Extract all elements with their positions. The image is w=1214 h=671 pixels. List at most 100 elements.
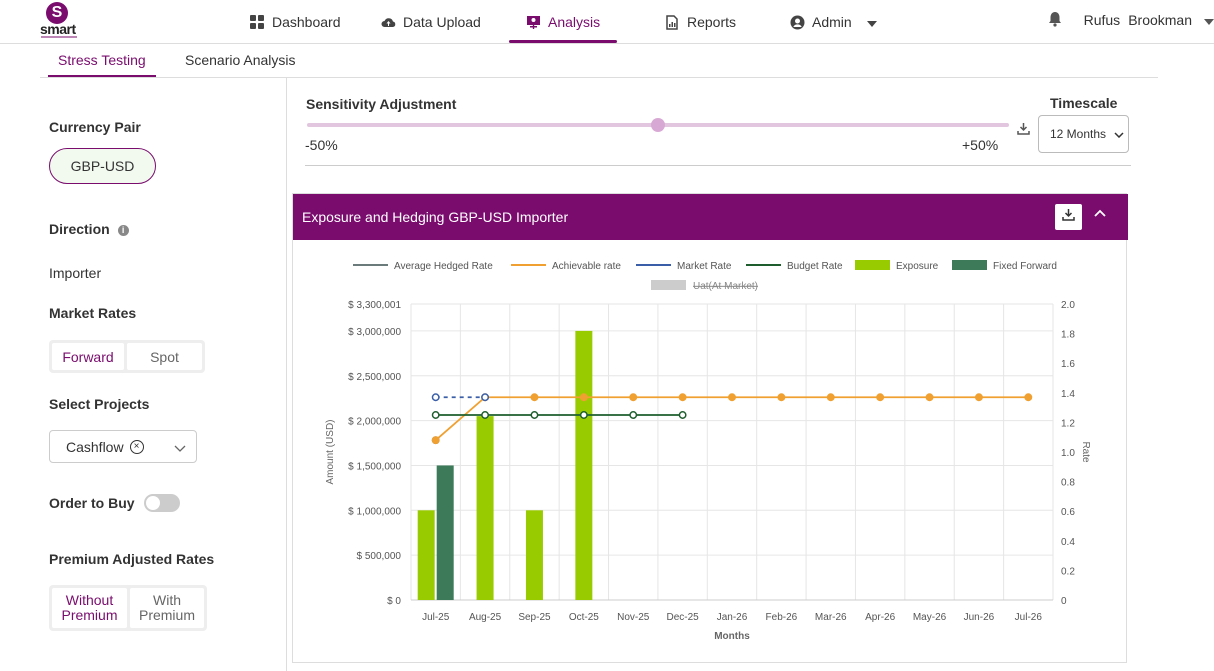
chip-remove-icon[interactable]: × [129,439,144,454]
with-premium-button[interactable]: With Premium [130,588,204,628]
market-rates-toggle: Forward Spot [49,340,205,373]
y2-tick-label: 0.2 [1061,566,1075,577]
sensitivity-title: Sensitivity Adjustment [306,96,457,112]
nav-active-indicator [509,40,617,43]
divider [305,165,1131,166]
legend-label-hidden: Uat(At Market) [693,281,758,292]
y-tick-label: $ 1,000,000 [348,506,401,517]
market-rate-forward-button[interactable]: Forward [52,343,124,370]
switch-knob [146,496,160,510]
x-tick-label: Oct-25 [569,612,599,623]
market-rate-spot-button[interactable]: Spot [127,343,202,370]
legend-label: Exposure [896,261,939,272]
grid-icon [249,14,265,30]
series-point [974,393,983,402]
chevron-down-icon [1114,127,1124,141]
x-tick-label: Apr-26 [865,612,895,623]
nav-dashboard[interactable]: Dashboard [249,0,341,44]
analysis-subtabs: Stress Testing Scenario Analysis [40,44,1158,78]
exposure-bar [525,510,543,600]
premium-adjusted-label: Premium Adjusted Rates [49,551,215,567]
exposure-bar [476,416,494,600]
legend-label: Budget Rate [787,261,843,272]
y2-tick-label: 1.0 [1061,448,1075,459]
user-menu[interactable]: Rufus Brookman [1048,0,1214,40]
y-tick-label: $ 500,000 [357,551,402,562]
exposure-bar [417,510,435,600]
x-tick-label: Jul-26 [1015,612,1043,623]
x-tick-label: Nov-25 [617,612,650,623]
project-multiselect[interactable]: Cashflow × [49,430,197,463]
presentation-icon [525,14,541,30]
series-point [481,393,490,402]
y-axis-title: Amount (USD) [325,419,336,484]
series-point [678,411,687,419]
timescale-select[interactable]: 12 Months [1038,115,1129,153]
chevron-down-icon[interactable] [174,439,186,455]
series-point [431,411,440,419]
series-line [435,396,1029,441]
direction-value: Importer [49,265,102,281]
x-axis-title: Months [714,631,750,642]
series-point [530,393,539,402]
legend-swatch [651,280,686,290]
download-icon[interactable] [1017,122,1031,136]
y-tick-label: $ 2,000,000 [348,417,401,428]
x-tick-label: Dec-25 [666,612,699,623]
legend-label: Average Hedged Rate [394,261,493,272]
currency-pair-chip[interactable]: GBP-USD [49,148,156,184]
user-last-name: Brookman [1128,12,1192,28]
order-to-buy-switch[interactable] [144,494,180,512]
nav-admin[interactable]: Admin [789,0,877,44]
select-projects-label: Select Projects [49,396,150,412]
x-tick-label: Jan-26 [717,612,748,623]
timescale-label: Timescale [1050,95,1118,111]
series-point [678,393,687,402]
chevron-down-icon [1204,12,1214,28]
sensitivity-slider-handle[interactable] [651,118,665,132]
y2-tick-label: 2.0 [1061,300,1075,311]
series-point [530,411,539,419]
logo-mark: S [46,2,68,24]
legend-label: Fixed Forward [993,261,1057,272]
x-tick-label: Aug-25 [469,612,502,623]
series-point [826,393,835,402]
y-tick-label: $ 1,500,000 [348,461,401,472]
chevron-up-icon[interactable] [1093,206,1111,224]
legend-swatch [952,260,987,270]
without-premium-button[interactable]: Without Premium [52,588,127,628]
cloud-upload-icon [380,14,396,30]
series-point [579,411,588,419]
nav-reports[interactable]: Reports [664,0,736,44]
series-point [925,393,934,402]
x-tick-label: Feb-26 [766,612,798,623]
logo-text: smart [40,21,76,37]
bell-icon[interactable] [1048,11,1062,30]
nav-data-upload[interactable]: Data Upload [380,0,481,44]
y2-tick-label: 0.6 [1061,507,1075,518]
market-rates-label: Market Rates [49,305,137,321]
tab-stress-testing[interactable]: Stress Testing [48,44,156,77]
series-point [728,393,736,402]
x-tick-label: Jun-26 [964,612,995,623]
y2-tick-label: 0.4 [1061,537,1075,548]
premium-toggle: Without Premium With Premium [49,585,207,631]
info-icon[interactable]: i [117,225,129,236]
nav-label: Analysis [548,14,601,30]
user-circle-icon [789,14,805,30]
nav-analysis[interactable]: Analysis [525,0,600,44]
x-tick-label: Mar-26 [815,612,847,623]
direction-label: Direction [49,221,110,237]
fixed-forward-bar [436,465,454,600]
panel-download-button[interactable] [1055,204,1082,230]
series-point [431,436,440,445]
slider-min-label: -50% [305,137,338,153]
tab-scenario-analysis[interactable]: Scenario Analysis [185,52,296,68]
y-tick-label: $ 3,000,000 [348,327,401,338]
series-point [629,393,638,402]
chevron-down-icon [866,14,877,30]
series-point [1024,393,1033,402]
panel-title: Exposure and Hedging GBP-USD Importer [302,209,569,225]
brand-logo[interactable]: S smart [40,2,80,40]
nav-label: Data Upload [403,14,481,30]
